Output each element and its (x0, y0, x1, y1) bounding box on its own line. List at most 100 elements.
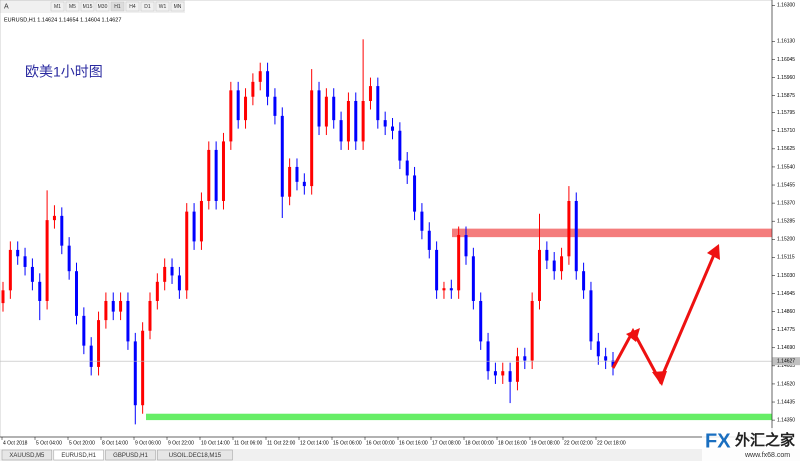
y-tick-label: 1.15875 (777, 93, 795, 99)
x-tick-label: 16 Oct 00:00 (366, 440, 395, 446)
y-tick-label: 1.14945 (777, 291, 795, 297)
candle-body (74, 271, 78, 316)
candle-body (236, 90, 240, 121)
timeframe-label[interactable]: M30 (98, 4, 108, 10)
candle-body (1, 290, 5, 304)
font-button[interactable]: A (4, 3, 9, 10)
toolbar: A M1 M5 M15 M30 H1 H4 D1 W1 MN (0, 0, 185, 13)
candle-body (170, 266, 174, 276)
candle-body (266, 71, 270, 97)
current-price-box (772, 357, 800, 366)
candle-body (515, 356, 519, 382)
overlay: 1.14627 (0, 357, 800, 366)
tab-label[interactable]: XAUUSD,M5 (9, 453, 45, 459)
timeframe-label[interactable]: H1 (114, 4, 121, 10)
candle-body (317, 90, 321, 127)
candle-body (324, 96, 328, 127)
y-tick-label: 1.14860 (777, 309, 795, 315)
watermark: FX 外汇之家 www.fx68.com (702, 428, 800, 461)
timeframe-label[interactable]: M15 (83, 4, 93, 10)
y-tick-label: 1.15625 (777, 146, 795, 152)
timeframe-button[interactable] (125, 1, 140, 12)
candle-body (464, 235, 468, 257)
tab-label[interactable]: USOIL.DEC18,M15 (169, 453, 222, 459)
x-tick-label: 9 Oct 06:00 (135, 440, 161, 446)
tab[interactable] (105, 449, 156, 461)
timeframe-button[interactable] (110, 1, 125, 12)
x-tick-label: 22 Oct 02:00 (564, 440, 593, 446)
candle-body (501, 371, 505, 376)
candle-body (611, 360, 615, 367)
candle-body (177, 275, 181, 291)
tab-label[interactable]: GBPUSD,H1 (113, 453, 148, 459)
candle-body (383, 120, 387, 127)
candle-body (457, 235, 461, 291)
timeframe-label[interactable]: M5 (69, 4, 76, 10)
y-tick-label: 1.15795 (777, 110, 795, 116)
x-tick-label: 18 Oct 16:00 (498, 440, 527, 446)
timeframe-label[interactable]: D1 (144, 4, 151, 10)
timeframe-button[interactable] (155, 1, 170, 12)
price-grid: 1.16300 1.16130 1.16045 1.15960 1.15875 1.157… (1, 3, 795, 446)
candle-body (229, 90, 233, 142)
watermark-name: 外汇之家 (734, 431, 795, 449)
timeframe-button[interactable] (140, 1, 155, 12)
timeframe-label[interactable]: M1 (54, 4, 61, 10)
candle-body (141, 330, 145, 406)
timeframe-button[interactable] (65, 1, 80, 12)
timeframe-label[interactable]: W1 (159, 4, 167, 10)
tab[interactable] (53, 449, 104, 461)
candle-body (244, 96, 248, 121)
tab[interactable] (157, 449, 233, 461)
y-tick-label: 1.16130 (777, 39, 795, 45)
candle-body (376, 86, 380, 121)
candle-body (471, 256, 475, 301)
candle-body (479, 300, 483, 342)
arrow-head (707, 244, 720, 260)
candle-body (60, 215, 64, 246)
candle-body (52, 215, 56, 221)
timeframe-button[interactable] (170, 1, 185, 12)
x-tick-label: 22 Oct 18:00 (597, 440, 626, 446)
timeframe-label[interactable]: MN (174, 4, 182, 10)
y-tick-label: 1.14605 (777, 363, 795, 369)
candle-body (589, 290, 593, 342)
candle-body (435, 249, 439, 291)
y-tick-label: 1.14690 (777, 345, 795, 351)
candle-body (97, 320, 101, 367)
candle-body (199, 200, 203, 242)
timeframe-label[interactable]: H4 (129, 4, 136, 10)
candle-body (596, 341, 600, 357)
candle-body (16, 249, 20, 257)
candle-body (119, 300, 123, 312)
y-tick-label: 1.14775 (777, 327, 795, 333)
x-tick-label: 19 Oct 08:00 (531, 440, 560, 446)
candle-body (192, 211, 196, 242)
tab[interactable] (1, 449, 53, 461)
candle-body (413, 175, 417, 212)
candle-body (288, 166, 292, 197)
x-tick-label: 5 Oct 20:00 (69, 440, 95, 446)
candle-body (560, 256, 564, 272)
x-tick-label: 5 Oct 04:00 (36, 440, 62, 446)
candle-body (493, 371, 497, 376)
x-tick-label: 18 Oct 00:00 (465, 440, 494, 446)
x-tick-label: 16 Oct 16:00 (399, 440, 428, 446)
candle-body (567, 200, 571, 257)
support-zone (146, 413, 772, 421)
candle-body (67, 245, 71, 272)
current-price-label: 1.14627 (777, 359, 795, 365)
candle-body (38, 281, 42, 301)
timeframe-button[interactable] (80, 1, 95, 12)
timeframe-button[interactable] (50, 1, 65, 12)
y-tick-label: 1.15200 (777, 237, 795, 243)
x-tick-label: 10 Oct 14:00 (201, 440, 230, 446)
y-tick-label: 1.15455 (777, 182, 795, 188)
tab-label[interactable]: EURUSD,H1 (61, 453, 96, 459)
timeframe-button[interactable] (95, 1, 110, 12)
zones (146, 228, 772, 421)
candle-body (126, 300, 130, 342)
x-tick-label: 17 Oct 08:00 (432, 440, 461, 446)
